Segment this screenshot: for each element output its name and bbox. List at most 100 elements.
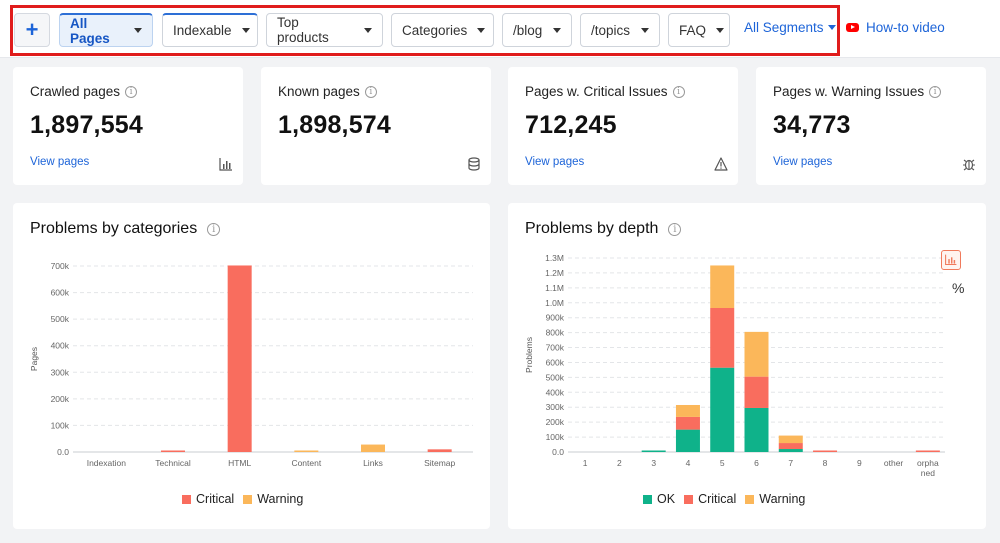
chart-card-depth: Problems by depth i 0.0 100k 200k 300k 400k 50… — [508, 203, 986, 529]
legend-swatch-warning — [745, 494, 755, 504]
y-tick-label: 300k — [51, 367, 70, 377]
info-icon[interactable]: i — [929, 85, 942, 98]
chart-legend: Critical Warning — [173, 492, 303, 506]
segment-label: All Pages — [70, 15, 110, 46]
bar-critical — [427, 449, 452, 452]
all-segments-dropdown[interactable]: All Segments — [744, 20, 836, 35]
y-tick-label: 700k — [546, 343, 565, 353]
x-tick-label: 2 — [617, 458, 622, 468]
y-tick-label: 400k — [51, 341, 70, 351]
x-tick-label: 8 — [823, 458, 828, 468]
y-axis-label: Pages — [29, 347, 39, 371]
segment-all-pages[interactable]: All Pages — [59, 13, 153, 47]
y-tick-label: 100k — [51, 420, 70, 430]
y-tick-label: 400k — [546, 387, 565, 397]
depth-chart: 0.0 100k 200k 300k 400k 500k 600k 700k 800k 900k 1… — [524, 253, 945, 478]
x-tick-label: 7 — [788, 458, 793, 468]
bar-chart-icon — [945, 254, 957, 266]
segment-top-products[interactable]: Top products — [266, 13, 383, 47]
y-tick-label: 600k — [51, 288, 70, 298]
stat-label-wrap: Pages w. Warning Issues i — [773, 84, 942, 99]
x-tick-label: ned — [921, 468, 935, 478]
bar-warning — [675, 404, 700, 417]
info-icon[interactable]: i — [364, 85, 377, 98]
stat-label: Known pages — [278, 84, 360, 99]
caret-down-icon — [553, 27, 561, 33]
y-tick-label: 700k — [51, 261, 70, 271]
segment-label: Indexable — [173, 23, 232, 38]
x-tick-label: 3 — [651, 458, 656, 468]
bar-critical — [915, 450, 940, 452]
y-tick-label: 500k — [546, 372, 565, 382]
legend-label-critical[interactable]: Critical — [698, 492, 737, 506]
categories-chart: 0.0 100k 200k 300k 400k 500k 600k 700k Pages Inde… — [29, 261, 473, 468]
x-tick-label: orpha — [917, 458, 939, 468]
y-tick-label: 500k — [51, 314, 70, 324]
bar-critical — [778, 443, 803, 450]
info-icon[interactable]: i — [125, 85, 138, 98]
x-tick-label: 4 — [686, 458, 691, 468]
stat-value: 1,897,554 — [30, 111, 144, 139]
y-tick-label: 900k — [546, 313, 565, 323]
bar-ok — [710, 367, 735, 452]
legend-label-warning[interactable]: Warning — [759, 492, 806, 506]
x-tick-label: Links — [363, 458, 383, 468]
y-tick-label: 200k — [51, 394, 70, 404]
caret-down-icon — [134, 28, 142, 33]
segment-indexable[interactable]: Indexable — [162, 13, 258, 47]
bar-ok — [744, 407, 769, 452]
segment-label: /topics — [591, 22, 631, 38]
legend-label-critical[interactable]: Critical — [196, 492, 235, 506]
x-tick-label: other — [884, 458, 904, 468]
stat-label-wrap: Pages w. Critical Issues i — [525, 84, 685, 99]
chart-title-wrap: Problems by depth i — [525, 220, 682, 238]
info-icon[interactable]: i — [672, 85, 685, 98]
segment-faq[interactable]: FAQ — [668, 13, 730, 47]
y-tick-label: 0.0 — [552, 447, 564, 457]
chart-title: Problems by depth — [525, 220, 659, 237]
x-tick-label: Sitemap — [424, 458, 455, 468]
legend-label-warning[interactable]: Warning — [257, 492, 304, 506]
legend-swatch-warning — [243, 494, 253, 504]
y-tick-label: 0.0 — [57, 447, 69, 457]
x-tick-label: 9 — [857, 458, 862, 468]
view-pages-link[interactable]: View pages — [30, 156, 90, 168]
chart-legend: OK Critical Warning — [634, 492, 805, 506]
segment-categories[interactable]: Categories — [391, 13, 494, 47]
chart-title: Problems by categories — [30, 220, 198, 237]
bar-ok — [675, 429, 700, 452]
caret-down-icon — [241, 28, 250, 33]
segment-blog[interactable]: /blog — [502, 13, 572, 47]
percent-toggle-button[interactable]: % — [952, 280, 965, 296]
all-segments-label: All Segments — [744, 20, 824, 35]
database-icon — [468, 157, 480, 171]
y-tick-label: 800k — [546, 328, 565, 338]
bar-warning — [361, 444, 385, 452]
chart-view-toggle-button[interactable] — [941, 250, 961, 270]
y-tick-label: 200k — [546, 417, 565, 427]
x-tick-label: Content — [291, 458, 321, 468]
add-segment-button[interactable]: + — [14, 13, 50, 47]
stat-card-critical: Pages w. Critical Issues i 712,245 View p… — [508, 67, 738, 185]
segment-topics[interactable]: /topics — [580, 13, 660, 47]
stat-value: 1,898,574 — [278, 111, 392, 139]
howto-video-link[interactable]: How-to video — [846, 20, 945, 35]
bar-critical — [227, 265, 252, 452]
howto-video-label: How-to video — [866, 20, 945, 35]
bar-critical — [744, 376, 769, 408]
stat-card-known: Known pages i 1,898,574 — [261, 67, 491, 185]
view-pages-link[interactable]: View pages — [525, 156, 585, 168]
segment-label: Top products — [277, 15, 329, 45]
chart-title-wrap: Problems by categories i — [30, 220, 221, 238]
bar-warning — [778, 435, 803, 444]
chart-card-categories: Problems by categories i 0.0 100k 200k 300k 4… — [13, 203, 490, 529]
y-tick-label: 1.1M — [545, 283, 564, 293]
bar-critical — [813, 450, 838, 452]
x-tick-label: Technical — [155, 458, 191, 468]
y-tick-label: 1.3M — [545, 253, 564, 263]
view-pages-link[interactable]: View pages — [773, 156, 833, 168]
info-icon[interactable]: i — [207, 222, 221, 236]
segment-label: Categories — [402, 22, 468, 38]
legend-label-ok[interactable]: OK — [657, 492, 676, 506]
info-icon[interactable]: i — [668, 222, 682, 236]
